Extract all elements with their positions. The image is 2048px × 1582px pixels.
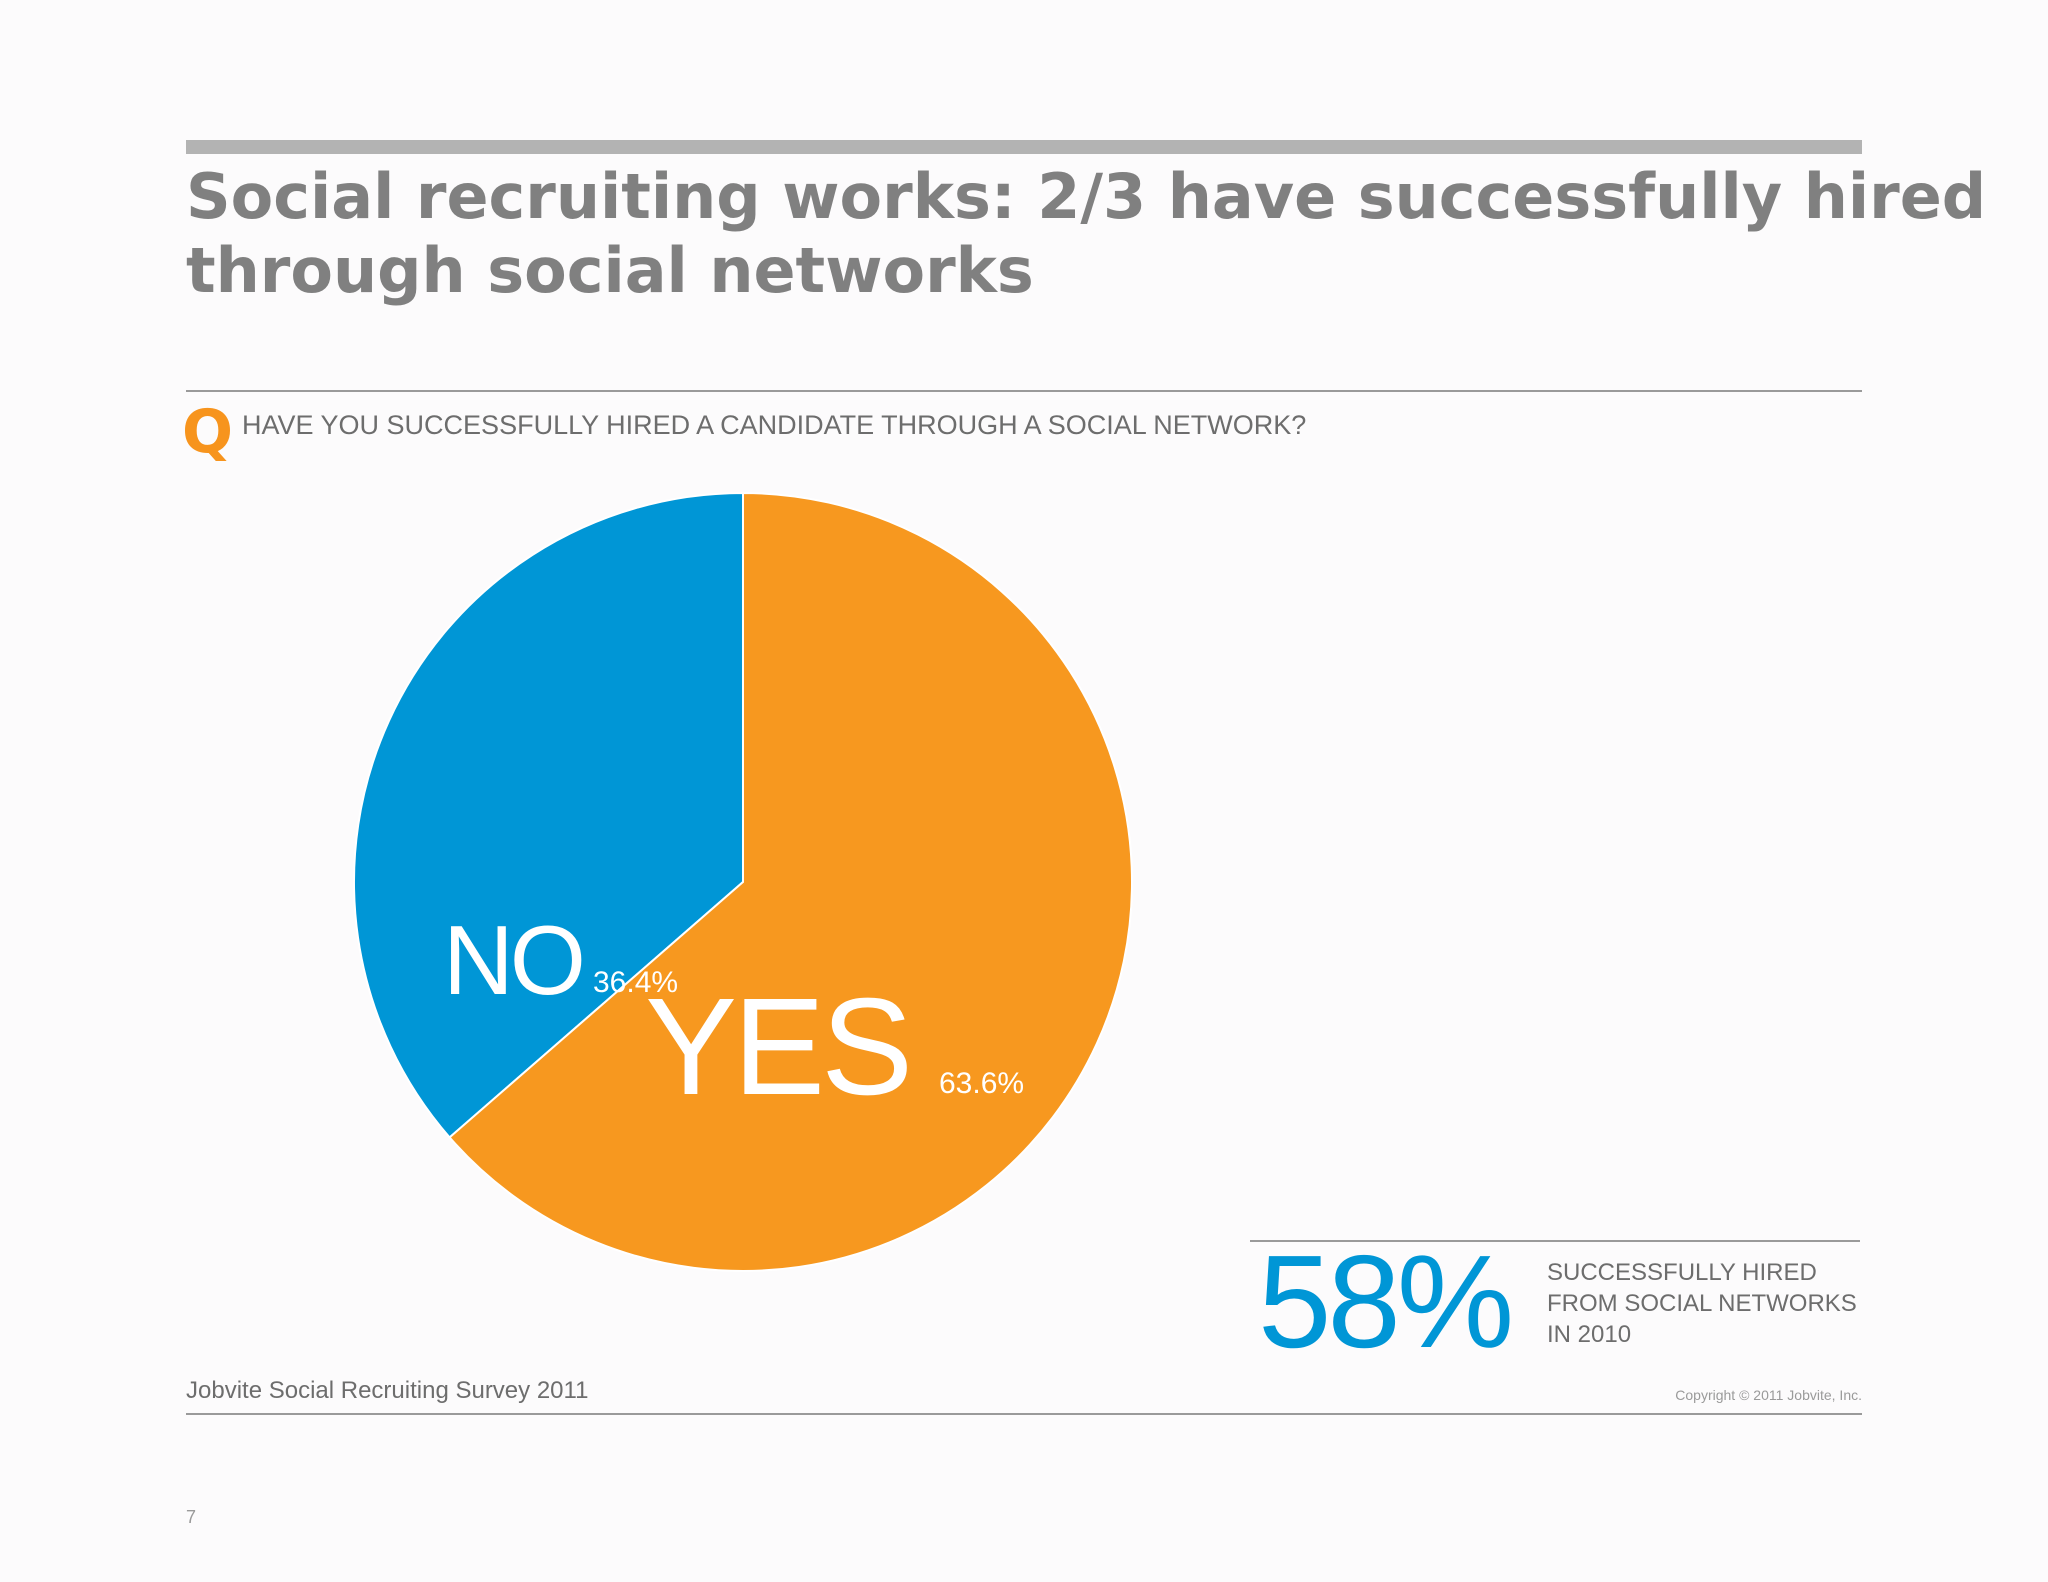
stat-note-line: IN 2010 bbox=[1547, 1321, 1632, 1348]
footer-divider bbox=[186, 1413, 1862, 1415]
highlight-stat-note: SUCCESSFULLY HIRED FROM SOCIAL NETWORKS … bbox=[1547, 1257, 1857, 1350]
slide-title-line-2: through social networks bbox=[186, 234, 1034, 307]
highlight-stat-value: 58% bbox=[1258, 1228, 1514, 1375]
pie-labels: NO 36.4%YES 63.6% bbox=[443, 905, 1024, 1124]
slide-title: Social recruiting works: 2/3 have succes… bbox=[186, 160, 1987, 308]
slide-title-line-1: Social recruiting works: 2/3 have succes… bbox=[186, 160, 1987, 233]
stat-divider bbox=[1250, 1240, 1860, 1242]
page-number: 7 bbox=[186, 1507, 197, 1527]
pie-label-value-yes: 63.6% bbox=[939, 1067, 1024, 1100]
stat-note-line: SUCCESSFULLY HIRED bbox=[1547, 1259, 1817, 1286]
copyright-note: Copyright © 2011 Jobvite, Inc. bbox=[1675, 1387, 1862, 1403]
pie-slice-yes bbox=[448, 491, 1133, 1272]
pie-label-name-yes: YES bbox=[645, 970, 909, 1124]
top-accent-bar bbox=[186, 140, 1862, 154]
question-divider bbox=[186, 390, 1862, 392]
survey-question: HAVE YOU SUCCESSFULLY HIRED A CANDIDATE … bbox=[242, 410, 1307, 440]
pie-label-value-no: 36.4% bbox=[593, 966, 678, 999]
pie-slices bbox=[353, 491, 1133, 1272]
question-mark-letter: Q bbox=[182, 397, 234, 467]
pie-slice-no bbox=[353, 491, 744, 1139]
pie-label-name-no: NO bbox=[443, 905, 582, 1015]
source-note: Jobvite Social Recruiting Survey 2011 bbox=[186, 1377, 589, 1404]
stat-note-line: FROM SOCIAL NETWORKS bbox=[1547, 1290, 1857, 1317]
